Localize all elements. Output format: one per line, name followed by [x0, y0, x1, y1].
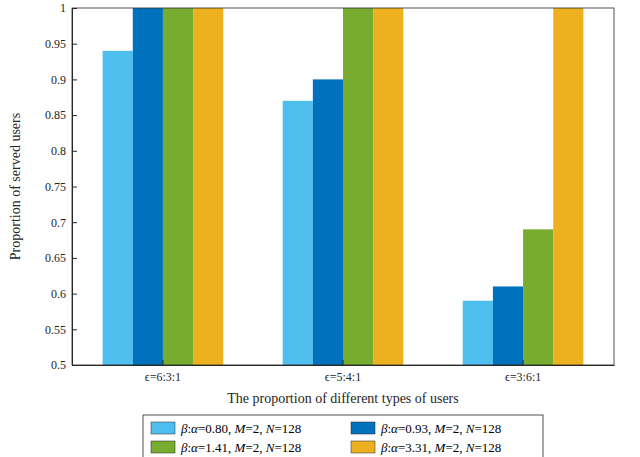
bar — [523, 229, 553, 365]
legend-label: β:α=0.80, M=2, N=128 — [180, 421, 301, 436]
bar — [133, 8, 163, 365]
bar — [193, 8, 223, 365]
bar-series — [163, 8, 553, 365]
x-axis-line — [73, 365, 615, 366]
x-axis: ϵ=6:3:1 ϵ=5:4:1 ϵ=3:6:1 — [73, 360, 615, 384]
legend-entry: β:α=0.80, M=2, N=128 — [151, 421, 301, 436]
legend-swatch — [151, 441, 175, 453]
x-tick-label: ϵ=3:6:1 — [505, 370, 541, 384]
plot-area: 0.5 0.55 0.6 0.65 0.7 0.75 0.8 0.85 0.9 0.95 1 ϵ=6:… — [45, 1, 615, 383]
y-axis: 0.5 0.55 0.6 0.65 0.7 0.75 0.8 0.85 0.9 0.95 1 — [45, 1, 77, 372]
x-tick-mark — [343, 360, 344, 365]
y-tick-label: 0.55 — [45, 323, 66, 337]
legend-swatch — [351, 422, 375, 434]
y-tick-label: 0.9 — [51, 73, 66, 87]
bar — [283, 101, 313, 365]
x-tick-label: ϵ=5:4:1 — [325, 370, 361, 384]
y-tick-mark — [72, 294, 77, 295]
y-tick-mark — [72, 187, 77, 188]
bar — [343, 8, 373, 365]
y-tick-mark — [72, 258, 77, 259]
x-tick: ϵ=5:4:1 — [325, 360, 361, 384]
y-tick: 0.6 — [51, 287, 77, 301]
y-tick-label: 0.7 — [51, 216, 66, 230]
y-tick: 1 — [60, 1, 77, 15]
y-tick-label: 0.75 — [45, 180, 66, 194]
bar — [163, 8, 193, 365]
legend-swatch — [151, 422, 175, 434]
legend: β:α=0.80, M=2, N=128 β:α=0.93, M=2, N=128… — [143, 415, 543, 457]
y-tick-label: 0.5 — [51, 358, 66, 372]
bar — [463, 301, 493, 365]
bar — [373, 8, 403, 365]
legend-entry: β:α=1.41, M=2, N=128 — [151, 440, 301, 455]
plot-frame — [72, 8, 614, 365]
y-tick-mark — [72, 44, 77, 45]
y-tick-mark — [72, 151, 77, 152]
chart: 0.5 0.55 0.6 0.65 0.7 0.75 0.8 0.85 0.9 0.95 1 ϵ=6:… — [0, 0, 640, 457]
bar-series — [133, 8, 523, 365]
y-tick-mark — [72, 79, 77, 80]
y-tick: 0.8 — [51, 144, 77, 158]
y-tick-label: 0.95 — [45, 37, 66, 51]
x-tick-label: ϵ=6:3:1 — [145, 370, 181, 384]
legend-label: β:α=1.41, M=2, N=128 — [180, 440, 301, 455]
bar — [313, 79, 343, 365]
y-tick-mark — [72, 329, 77, 330]
x-tick: ϵ=3:6:1 — [505, 360, 541, 384]
y-tick: 0.7 — [51, 216, 77, 230]
x-tick-mark — [162, 360, 163, 365]
y-tick: 0.55 — [45, 323, 77, 337]
y-tick-label: 0.6 — [51, 287, 66, 301]
x-tick: ϵ=6:3:1 — [145, 360, 181, 384]
y-tick: 0.65 — [45, 251, 77, 265]
y-tick-mark — [72, 8, 77, 9]
y-tick: 0.85 — [45, 108, 77, 122]
x-tick-mark — [523, 360, 524, 365]
bar — [103, 51, 133, 365]
y-axis-title: Proportion of served users — [8, 113, 23, 260]
bar-series — [193, 8, 583, 365]
y-tick-mark — [72, 115, 77, 116]
legend-swatch — [351, 441, 375, 453]
y-tick: 0.75 — [45, 180, 77, 194]
legend-box — [143, 415, 543, 457]
y-tick: 0.95 — [45, 37, 77, 51]
y-tick-mark — [72, 222, 77, 223]
y-tick-label: 1 — [60, 1, 66, 15]
legend-entry: β:α=3.31, M=2, N=128 — [351, 440, 501, 455]
legend-label: β:α=3.31, M=2, N=128 — [380, 440, 501, 455]
bar — [493, 286, 523, 365]
y-tick-label: 0.85 — [45, 108, 66, 122]
y-tick: 0.9 — [51, 73, 77, 87]
y-tick-label: 0.8 — [51, 144, 66, 158]
bars — [103, 8, 584, 365]
legend-label: β:α=0.93, M=2, N=128 — [380, 421, 501, 436]
legend-entry: β:α=0.93, M=2, N=128 — [351, 421, 501, 436]
bar — [553, 8, 583, 365]
y-tick-label: 0.65 — [45, 251, 66, 265]
x-axis-title: The proportion of different types of use… — [227, 391, 458, 406]
